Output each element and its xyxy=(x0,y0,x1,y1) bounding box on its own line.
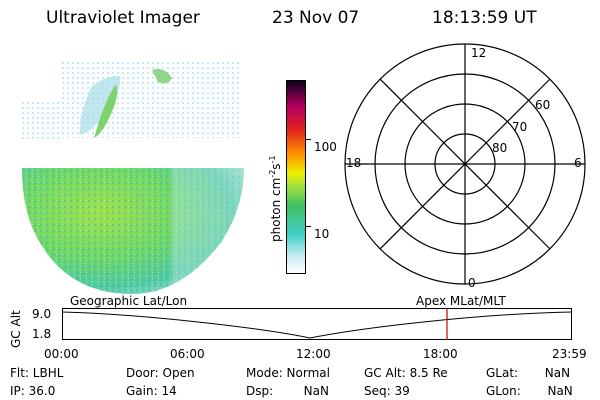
colorbar-tick-10: 10 xyxy=(314,227,330,241)
colorbar-tick-100-mark xyxy=(306,139,311,140)
date-label: 23 Nov 07 xyxy=(272,8,360,28)
colorbar-label-main: photon cm xyxy=(269,177,283,242)
track-x-tick-0000: 00:00 xyxy=(44,347,79,361)
track-left-title: Geographic Lat/Lon xyxy=(70,294,188,308)
uv-image-panel xyxy=(22,56,250,294)
info-dsp: Dsp: NaN xyxy=(246,384,329,398)
track-y-tick-low: 1.8 xyxy=(32,327,52,341)
track-y-label: GC Alt xyxy=(9,310,23,348)
info-ip: IP: 36.0 xyxy=(10,384,56,398)
altitude-curve xyxy=(61,311,573,339)
mlt-label-12: 12 xyxy=(471,46,487,60)
colorbar xyxy=(286,80,306,274)
track-x-tick-1800: 18:00 xyxy=(423,347,458,361)
info-glon: GLon: NaN xyxy=(486,384,573,398)
colorbar-label-mid: s xyxy=(269,163,283,170)
mlt-label-6: 6 xyxy=(574,156,582,170)
colorbar-ticks: 100 10 xyxy=(306,80,337,274)
polar-plot: 12 18 6 0 60 70 80 xyxy=(340,40,590,290)
colorbar-label: photon cm-2s-1 xyxy=(268,155,283,242)
orbit-track xyxy=(61,308,573,340)
track-x-tick-1200: 12:00 xyxy=(296,347,331,361)
time-label: 18:13:59 UT xyxy=(432,8,537,28)
colorbar-tick-10-mark xyxy=(306,226,311,227)
colorbar-label-exp2: -1 xyxy=(268,155,277,164)
track-x-tick-0600: 06:00 xyxy=(170,347,205,361)
uv-image xyxy=(22,60,244,294)
polar-grid xyxy=(344,43,586,285)
lat-label-60: 60 xyxy=(535,98,551,112)
lat-label-80: 80 xyxy=(492,141,508,155)
info-seq: Seq: 39 xyxy=(364,384,410,398)
colorbar-label-exp1: -2 xyxy=(268,169,277,178)
track-y-tick-high: 9.0 xyxy=(32,307,52,321)
mlt-label-0: 0 xyxy=(468,276,476,290)
track-x-tick-2359: 23:59 xyxy=(552,347,587,361)
colorbar-tick-100: 100 xyxy=(314,140,337,154)
lat-label-70: 70 xyxy=(512,120,528,134)
info-gain: Gain: 14 xyxy=(126,384,177,398)
info-filter: Flt: LBHL xyxy=(10,366,64,380)
instrument-title: Ultraviolet Imager xyxy=(46,8,200,28)
mlt-label-18: 18 xyxy=(346,156,362,170)
info-door: Door: Open xyxy=(126,366,195,380)
info-gc-alt: GC Alt: 8.5 Re xyxy=(364,366,448,380)
info-mode: Mode: Normal xyxy=(246,366,330,380)
orbit-track-plot xyxy=(61,308,573,340)
track-right-title: Apex MLat/MLT xyxy=(416,294,506,308)
info-glat: GLat: NaN xyxy=(486,366,571,380)
